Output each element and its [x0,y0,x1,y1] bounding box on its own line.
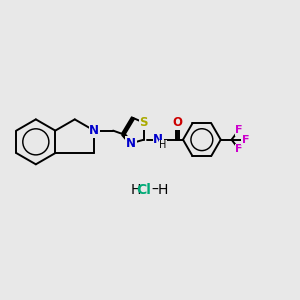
Text: F: F [235,144,243,154]
Text: H: H [159,140,167,150]
Text: N: N [89,124,99,137]
Text: N: N [153,133,164,146]
Text: H: H [130,183,141,197]
Text: H: H [158,183,168,197]
Text: –: – [151,183,158,197]
Text: S: S [140,116,148,129]
Text: O: O [172,116,182,130]
Text: N: N [126,137,136,150]
Text: F: F [235,125,243,135]
Text: Cl: Cl [136,183,151,197]
Text: F: F [242,135,249,145]
